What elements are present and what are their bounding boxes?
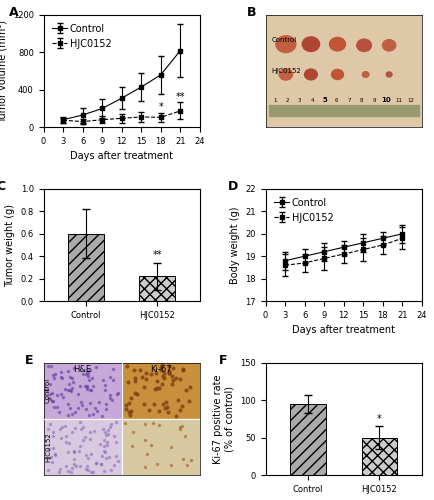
Bar — [43, 419, 122, 475]
Text: 12: 12 — [407, 98, 414, 102]
Text: Ki-67: Ki-67 — [150, 365, 171, 374]
Bar — [290, 404, 325, 475]
Text: D: D — [227, 180, 238, 193]
X-axis label: Days after treatment: Days after treatment — [70, 152, 173, 162]
Bar — [139, 276, 174, 301]
Text: Control: Control — [45, 378, 51, 404]
Text: *: * — [158, 102, 163, 112]
X-axis label: Days after treatment: Days after treatment — [292, 326, 395, 336]
Y-axis label: Body weight (g): Body weight (g) — [229, 206, 239, 284]
Text: 11: 11 — [394, 98, 401, 102]
Text: 1: 1 — [273, 98, 276, 102]
Ellipse shape — [331, 70, 343, 80]
Ellipse shape — [356, 39, 371, 52]
Text: 5: 5 — [321, 96, 326, 102]
Bar — [122, 363, 200, 419]
Text: 4: 4 — [309, 98, 313, 102]
Bar — [68, 234, 104, 301]
Ellipse shape — [329, 38, 345, 51]
Text: 8: 8 — [359, 98, 362, 102]
Y-axis label: Tumor weight (g): Tumor weight (g) — [5, 204, 15, 286]
Text: 3: 3 — [297, 98, 301, 102]
Text: **: ** — [175, 92, 184, 102]
Text: H&E: H&E — [73, 365, 92, 374]
Text: E: E — [25, 354, 33, 367]
Text: B: B — [246, 6, 256, 19]
Ellipse shape — [304, 69, 316, 80]
Bar — [361, 438, 396, 475]
Text: Control: Control — [271, 36, 296, 43]
Text: *: * — [376, 414, 381, 424]
Text: HJC0152: HJC0152 — [45, 432, 51, 462]
Y-axis label: Tumor volume (mm³): Tumor volume (mm³) — [0, 20, 7, 122]
Text: A: A — [9, 6, 19, 19]
Text: 9: 9 — [372, 98, 375, 102]
Bar — [122, 419, 200, 475]
Ellipse shape — [385, 72, 391, 77]
Bar — [43, 363, 122, 419]
Text: 6: 6 — [334, 98, 338, 102]
Text: C: C — [0, 180, 6, 193]
Ellipse shape — [275, 36, 295, 52]
Ellipse shape — [381, 40, 395, 51]
Legend: Control, HJC0152: Control, HJC0152 — [270, 194, 337, 226]
Text: HJC0152: HJC0152 — [271, 68, 301, 74]
Text: 2: 2 — [285, 98, 289, 102]
Bar — [268, 105, 418, 116]
Text: 7: 7 — [347, 98, 350, 102]
Legend: Control, HJC0152: Control, HJC0152 — [48, 20, 115, 52]
Ellipse shape — [279, 69, 292, 80]
Text: **: ** — [152, 250, 161, 260]
Y-axis label: Ki-67 positive rate
(% of control): Ki-67 positive rate (% of control) — [213, 374, 234, 464]
Ellipse shape — [362, 72, 368, 78]
Text: F: F — [218, 354, 227, 367]
Text: 10: 10 — [381, 96, 390, 102]
Ellipse shape — [302, 37, 319, 52]
